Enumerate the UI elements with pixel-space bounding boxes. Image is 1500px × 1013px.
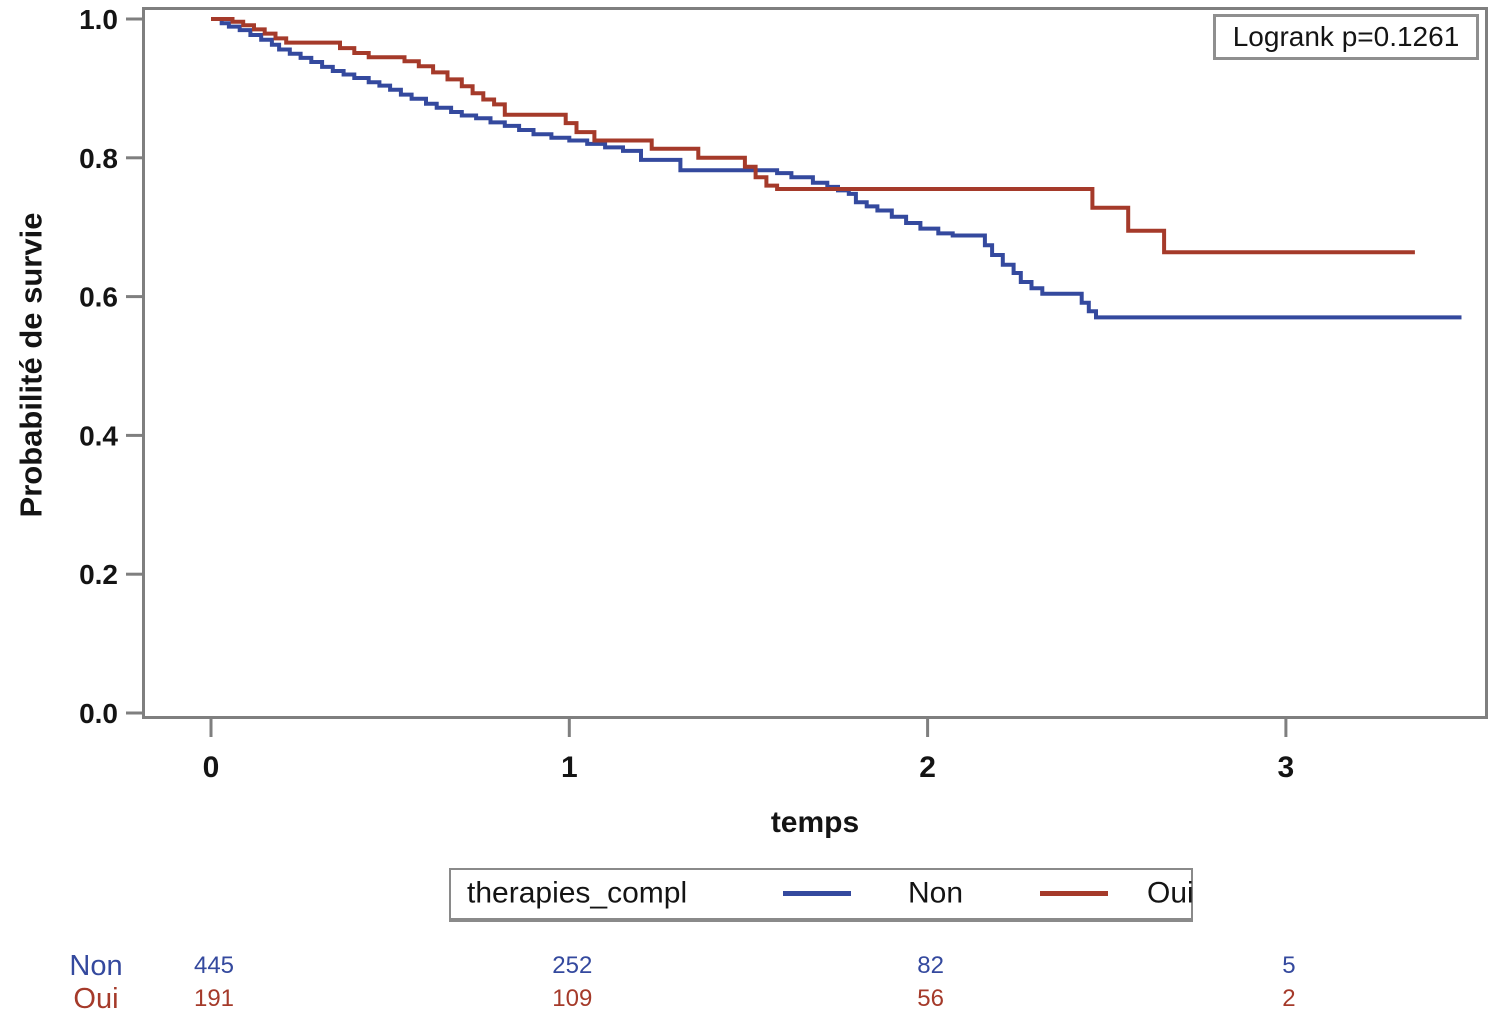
y-axis-title-wrap: Probabilité de survie — [0, 192, 62, 538]
legend-label-oui: Oui — [1147, 876, 1194, 910]
risk-row-label-non: Non — [69, 950, 123, 982]
risk-count: 5 — [1282, 952, 1296, 979]
legend-title: therapies_compl — [467, 876, 688, 910]
survival-curve-non — [211, 17, 1462, 320]
x-tick-label: 0 — [203, 751, 220, 784]
y-tick-label: 0.6 — [79, 282, 118, 313]
risk-count: 82 — [917, 952, 944, 979]
legend-box: therapies_compl Non Oui — [449, 868, 1194, 922]
risk-row-oui: Oui 191 109 56 2 — [0, 983, 1500, 1013]
y-tick-label: 0.0 — [79, 698, 118, 729]
risk-row-non: Non 445 252 82 5 — [0, 950, 1500, 982]
legend-line-sample-oui — [1040, 891, 1108, 896]
risk-count: 191 — [193, 985, 235, 1012]
x-axis-title: temps — [770, 806, 860, 839]
legend-line-sample-non — [783, 891, 851, 896]
y-tick-label: 0.4 — [79, 420, 118, 451]
risk-count: 2 — [1282, 985, 1296, 1012]
risk-count: 252 — [552, 952, 593, 979]
y-tick-label: 0.8 — [79, 143, 118, 174]
logrank-box: Logrank p=0.1261 — [1213, 14, 1479, 60]
survival-curve-oui — [211, 17, 1415, 255]
risk-count: 445 — [193, 952, 235, 979]
y-tick-label: 0.2 — [79, 559, 118, 590]
y-axis-title: Probabilité de survie — [13, 212, 48, 518]
x-tick-label: 3 — [1278, 751, 1295, 784]
survival-plot-canvas: 0.0 0.2 0.4 0.6 0.8 1.0 0 1 2 3 — [79, 4, 1488, 784]
y-tick-label: 1.0 — [79, 4, 118, 35]
risk-row-label-oui: Oui — [73, 983, 119, 1013]
risk-count: 56 — [917, 985, 944, 1012]
legend-label-non: Non — [908, 876, 964, 910]
plot-frame — [142, 7, 1488, 719]
logrank-text: Logrank p=0.1261 — [1232, 21, 1460, 52]
risk-count: 109 — [552, 985, 593, 1012]
x-tick-label: 1 — [561, 751, 578, 784]
x-tick-label: 2 — [919, 751, 936, 784]
